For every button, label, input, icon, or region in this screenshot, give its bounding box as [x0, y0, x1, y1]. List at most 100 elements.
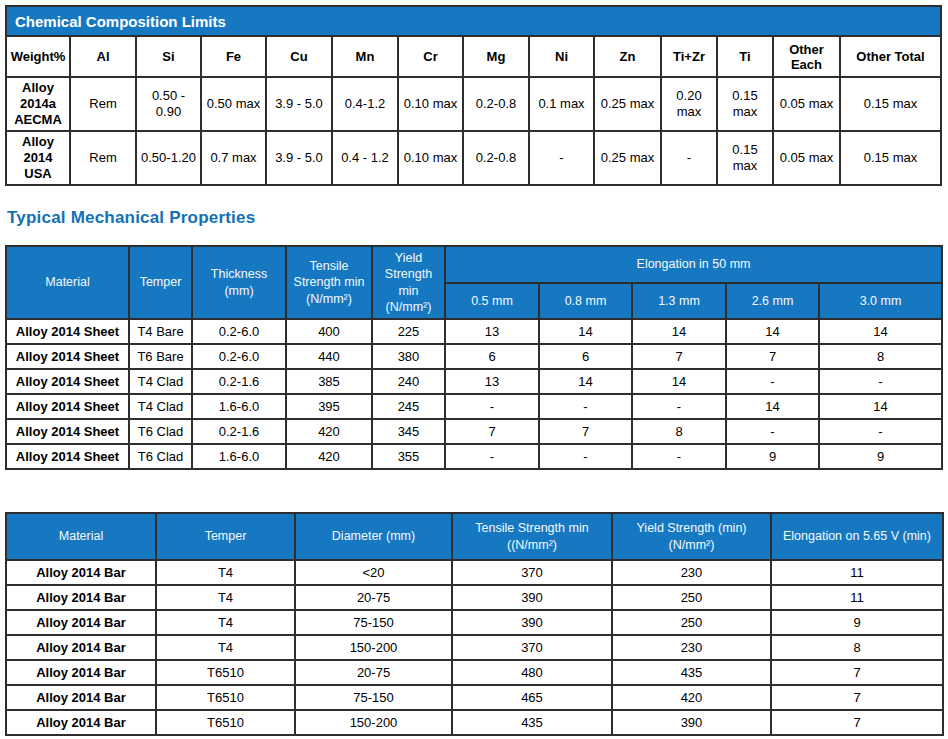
sheet-elongation-cell: 6	[539, 344, 632, 369]
mechanical-properties-heading: Typical Mechanical Properties	[7, 208, 943, 228]
sheet-elongation-cell: -	[819, 419, 942, 444]
bar-diameter-cell: <20	[295, 560, 452, 585]
sheet-material-cell: Alloy 2014 Sheet	[6, 369, 129, 394]
sheet-yield-cell: 345	[372, 419, 445, 444]
bar-tensile-cell: 435	[452, 710, 612, 735]
chem-column-header: Si	[136, 36, 201, 77]
sheet-column-header: Temper	[129, 246, 192, 319]
chem-value-cell: Rem	[70, 77, 136, 131]
bar-diameter-cell: 150-200	[295, 635, 452, 660]
sheet-elongation-cell: 14	[632, 319, 726, 344]
chemical-composition-table: Chemical Composition Limits Weight%AlSiF…	[5, 5, 942, 186]
chem-column-header: Other Total	[840, 36, 941, 77]
chem-value-cell: -	[661, 131, 717, 185]
sheet-elongation-cell: -	[632, 444, 726, 469]
bar-elongation-cell: 9	[771, 610, 943, 635]
bar-elongation-cell: 7	[771, 710, 943, 735]
bar-yield-cell: 250	[612, 585, 771, 610]
bar-yield-cell: 230	[612, 560, 771, 585]
chem-value-cell: 0.15 max	[840, 77, 941, 131]
bar-temper-cell: T4	[156, 635, 295, 660]
chem-row-label: Alloy 2014a AECMA	[6, 77, 70, 131]
sheet-thickness-cell: 1.6-6.0	[192, 444, 286, 469]
sheet-data-row: Alloy 2014 SheetT4 Clad0.2-1.63852401314…	[6, 369, 942, 394]
bar-tensile-cell: 390	[452, 585, 612, 610]
sheet-elongation-cell: 14	[632, 369, 726, 394]
bar-yield-cell: 435	[612, 660, 771, 685]
chem-value-cell: 0.10 max	[398, 131, 463, 185]
sheet-elongation-cell: -	[726, 369, 819, 394]
sheet-elongation-column-header: 0.8 mm	[539, 283, 632, 320]
sheet-yield-cell: 225	[372, 319, 445, 344]
sheet-elongation-cell: -	[819, 369, 942, 394]
sheet-elongation-cell: -	[539, 444, 632, 469]
chem-value-cell: 0.10 max	[398, 77, 463, 131]
bar-temper-cell: T4	[156, 560, 295, 585]
bar-elongation-cell: 7	[771, 660, 943, 685]
sheet-temper-cell: T4 Bare	[129, 319, 192, 344]
chem-value-cell: 0.50 - 0.90	[136, 77, 201, 131]
chem-value-cell: 0.50-1.20	[136, 131, 201, 185]
chem-column-header: Mg	[463, 36, 529, 77]
chem-value-cell: 0.1 max	[529, 77, 594, 131]
chem-value-cell: 0.15 max	[840, 131, 941, 185]
bar-data-row: Alloy 2014 BarT6510150-2004353907	[6, 710, 943, 735]
chem-column-header: Ti+Zr	[661, 36, 717, 77]
bar-data-row: Alloy 2014 BarT4<2037023011	[6, 560, 943, 585]
bar-material-cell: Alloy 2014 Bar	[6, 635, 156, 660]
sheet-elongation-cell: 14	[819, 394, 942, 419]
sheet-elongation-cell: 7	[632, 344, 726, 369]
chem-column-header: Mn	[332, 36, 398, 77]
sheet-elongation-cell: 8	[632, 419, 726, 444]
sheet-yield-cell: 240	[372, 369, 445, 394]
bar-column-header: Diameter (mm)	[295, 513, 452, 560]
bar-material-cell: Alloy 2014 Bar	[6, 710, 156, 735]
sheet-elongation-cell: 9	[726, 444, 819, 469]
bar-elongation-cell: 8	[771, 635, 943, 660]
sheet-elongation-cell: 13	[445, 369, 539, 394]
sheet-elongation-cell: 6	[445, 344, 539, 369]
bar-column-header: Elongation on 5.65 V (min)	[771, 513, 943, 560]
bar-temper-cell: T6510	[156, 660, 295, 685]
sheet-temper-cell: T6 Bare	[129, 344, 192, 369]
sheet-elongation-cell: 14	[726, 319, 819, 344]
sheet-elongation-column-header: 3.0 mm	[819, 283, 942, 320]
chem-value-cell: Rem	[70, 131, 136, 185]
sheet-elongation-cell: 13	[445, 319, 539, 344]
chem-value-cell: 0.4-1.2	[332, 77, 398, 131]
chem-value-cell: 3.9 - 5.0	[266, 131, 332, 185]
chem-column-header: Zn	[594, 36, 661, 77]
sheet-material-cell: Alloy 2014 Sheet	[6, 394, 129, 419]
sheet-elongation-cell: -	[445, 394, 539, 419]
sheet-elongation-cell: -	[445, 444, 539, 469]
sheet-yield-cell: 245	[372, 394, 445, 419]
sheet-column-header: Material	[6, 246, 129, 319]
sheet-data-row: Alloy 2014 SheetT4 Bare0.2-6.04002251314…	[6, 319, 942, 344]
sheet-yield-cell: 355	[372, 444, 445, 469]
bar-temper-cell: T4	[156, 610, 295, 635]
chem-value-cell: 0.2-0.8	[463, 77, 529, 131]
bar-temper-cell: T6510	[156, 710, 295, 735]
sheet-column-header: Tensile Strength min (N/mm²)	[286, 246, 372, 319]
bar-column-header: Yield Strength (min) (N/mm²)	[612, 513, 771, 560]
bar-material-cell: Alloy 2014 Bar	[6, 585, 156, 610]
sheet-thickness-cell: 1.6-6.0	[192, 394, 286, 419]
chem-column-header: Al	[70, 36, 136, 77]
bar-material-cell: Alloy 2014 Bar	[6, 610, 156, 635]
sheet-tensile-cell: 395	[286, 394, 372, 419]
sheet-tensile-cell: 385	[286, 369, 372, 394]
chem-value-cell: 0.4 - 1.2	[332, 131, 398, 185]
chem-value-cell: 0.25 max	[594, 77, 661, 131]
sheet-elongation-cell: 7	[445, 419, 539, 444]
bar-yield-cell: 230	[612, 635, 771, 660]
chem-column-header: Other Each	[773, 36, 840, 77]
chem-data-row: Alloy 2014 USARem0.50-1.200.7 max3.9 - 5…	[6, 131, 941, 185]
bar-data-row: Alloy 2014 BarT4150-2003702308	[6, 635, 943, 660]
chem-column-header: Cr	[398, 36, 463, 77]
bar-column-header: Material	[6, 513, 156, 560]
bar-elongation-cell: 11	[771, 585, 943, 610]
sheet-header-row-main: MaterialTemperThickness (mm)Tensile Stre…	[6, 246, 942, 283]
sheet-elongation-cell: -	[632, 394, 726, 419]
sheet-data-row: Alloy 2014 SheetT4 Clad1.6-6.0395245---1…	[6, 394, 942, 419]
sheet-elongation-cell: 14	[539, 319, 632, 344]
